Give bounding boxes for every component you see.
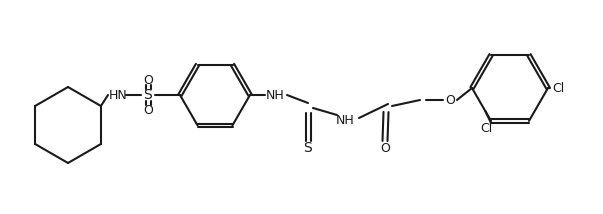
Text: NH: NH: [336, 113, 355, 126]
Text: Cl: Cl: [552, 82, 564, 95]
Text: S: S: [304, 141, 312, 155]
Text: Cl: Cl: [480, 122, 492, 135]
Text: NH: NH: [266, 89, 285, 101]
Text: O: O: [380, 141, 390, 155]
Text: O: O: [445, 94, 455, 107]
Text: S: S: [144, 88, 153, 102]
Text: O: O: [143, 104, 153, 116]
Text: O: O: [143, 73, 153, 86]
Text: HN: HN: [109, 89, 127, 101]
